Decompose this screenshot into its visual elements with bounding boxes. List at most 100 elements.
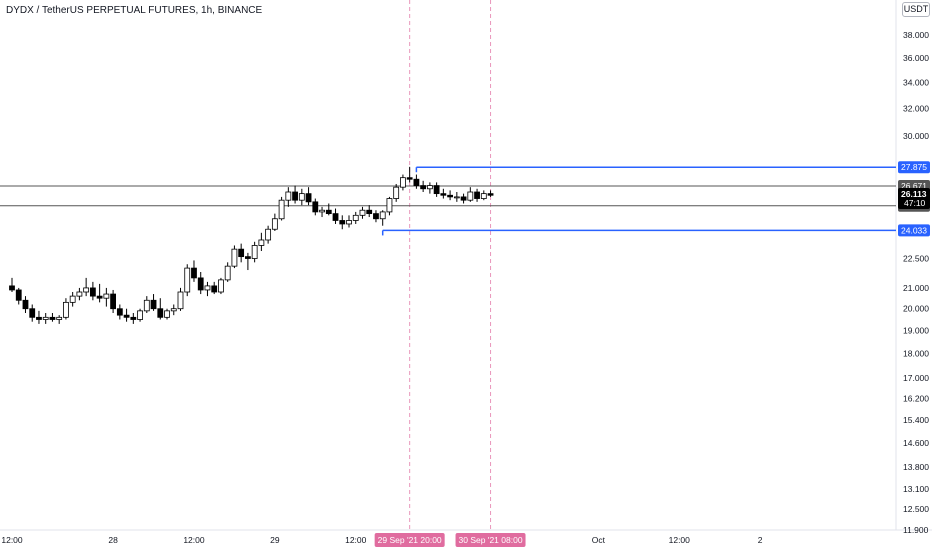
bar-countdown-label: 47:10: [904, 198, 926, 208]
time-tick-label: 12:00: [1, 535, 23, 545]
candle-body: [379, 211, 386, 220]
candle-body: [325, 209, 332, 215]
candle-body: [238, 248, 245, 258]
candle-body: [352, 214, 359, 221]
candle-body: [359, 209, 366, 216]
price-tick-label: 14.600: [903, 438, 929, 448]
candle-body: [480, 193, 487, 199]
time-tick-label: 12:00: [345, 535, 367, 545]
candle-body: [36, 316, 42, 320]
candle-body: [69, 295, 76, 303]
candle-body: [400, 177, 406, 188]
candle-body: [96, 295, 103, 299]
price-tick-label: 13.100: [903, 484, 929, 494]
candle-body: [298, 193, 305, 201]
candle-body: [346, 220, 352, 225]
price-tick-label: 20.000: [903, 304, 929, 314]
candle-body: [49, 316, 56, 320]
price-tick-label: 13.800: [903, 462, 929, 472]
candle-body: [116, 308, 123, 316]
candle-body: [406, 177, 413, 180]
candle-body: [386, 198, 393, 213]
candle-body: [447, 194, 454, 198]
candle-body: [440, 193, 447, 196]
candle-body: [420, 185, 427, 190]
price-tick-label: 34.000: [903, 78, 929, 88]
crosshair-time-label: 30 Sep '21 08:00: [459, 535, 523, 545]
price-level-tag: [898, 224, 930, 237]
crosshair-time-tag: [455, 533, 526, 547]
time-tick-label: 28: [108, 535, 118, 545]
candle-body: [89, 287, 96, 297]
candle-body: [211, 285, 218, 293]
candle-body: [265, 228, 272, 241]
price-tick-label: 22.500: [903, 254, 929, 264]
candle-body: [83, 287, 90, 293]
price-tick-label: 36.000: [903, 53, 929, 63]
currency-unit-button[interactable]: USDT: [902, 2, 930, 17]
candle-body: [9, 285, 15, 291]
price-tick-label: 18.000: [903, 349, 929, 359]
candle-body: [103, 293, 110, 299]
candle-body: [42, 316, 49, 320]
candle-body: [271, 218, 278, 230]
candle-body: [258, 239, 265, 246]
price-tick-label: 12.500: [903, 504, 929, 514]
price-tick-label: 15.400: [903, 415, 929, 425]
price-tick-label: 21.000: [903, 283, 929, 293]
price-level-tag: [898, 161, 930, 174]
candle-body: [460, 196, 467, 201]
symbol-title: DYDX / TetherUS PERPETUAL FUTURES, 1h, B…: [6, 5, 263, 16]
candle-body: [150, 299, 157, 310]
crosshair-time-label: 29 Sep '21 20:00: [378, 535, 442, 545]
candle-body: [177, 291, 184, 310]
price-level-label: 24.033: [901, 225, 927, 235]
candle-body: [393, 186, 400, 199]
price-level-label: 26.671: [901, 181, 927, 191]
crosshair-time-tag: [374, 533, 445, 547]
candle-body: [413, 178, 420, 186]
candle-body: [123, 314, 130, 318]
price-tick-label: 19.000: [903, 326, 929, 336]
candle-body: [137, 310, 143, 320]
candle-body: [15, 289, 22, 301]
price-level-label: 27.875: [901, 162, 927, 172]
candle-body: [373, 213, 379, 220]
candle-body: [278, 199, 285, 220]
candle-body: [305, 193, 312, 203]
candle-body: [110, 293, 116, 310]
time-tick-label: Oct: [592, 535, 606, 545]
candle-body: [332, 213, 339, 221]
price-tick-label: 30.000: [903, 131, 929, 141]
candle-body: [312, 201, 319, 213]
price-tick-label: 11.900: [903, 525, 929, 535]
candle-body: [487, 193, 494, 196]
current-price-label: 26.113: [901, 189, 927, 199]
price-tick-label: 16.200: [903, 394, 929, 404]
candle-body: [244, 256, 251, 259]
candle-body: [191, 267, 197, 279]
candle-body: [339, 220, 346, 225]
candle-body: [29, 308, 36, 318]
candle-body: [224, 265, 231, 281]
candle-body: [63, 301, 69, 318]
candle-body: [453, 196, 460, 199]
price-tick-label: 17.000: [903, 373, 929, 383]
candle-body: [130, 316, 137, 320]
candle-body: [164, 310, 170, 318]
candle-body: [366, 209, 373, 215]
time-tick-label: 12:00: [669, 535, 691, 545]
candle-body: [197, 277, 204, 291]
candle-body: [474, 191, 480, 199]
candle-body: [433, 185, 440, 195]
current-price-tag: [898, 188, 930, 210]
candle-body: [251, 245, 258, 259]
candle-body: [285, 191, 292, 201]
time-tick-label: 29: [270, 535, 280, 545]
candle-body: [319, 209, 325, 213]
candle-body: [467, 191, 474, 201]
candle-body: [76, 291, 83, 297]
candle-body: [170, 308, 177, 312]
candle-body: [426, 185, 433, 190]
